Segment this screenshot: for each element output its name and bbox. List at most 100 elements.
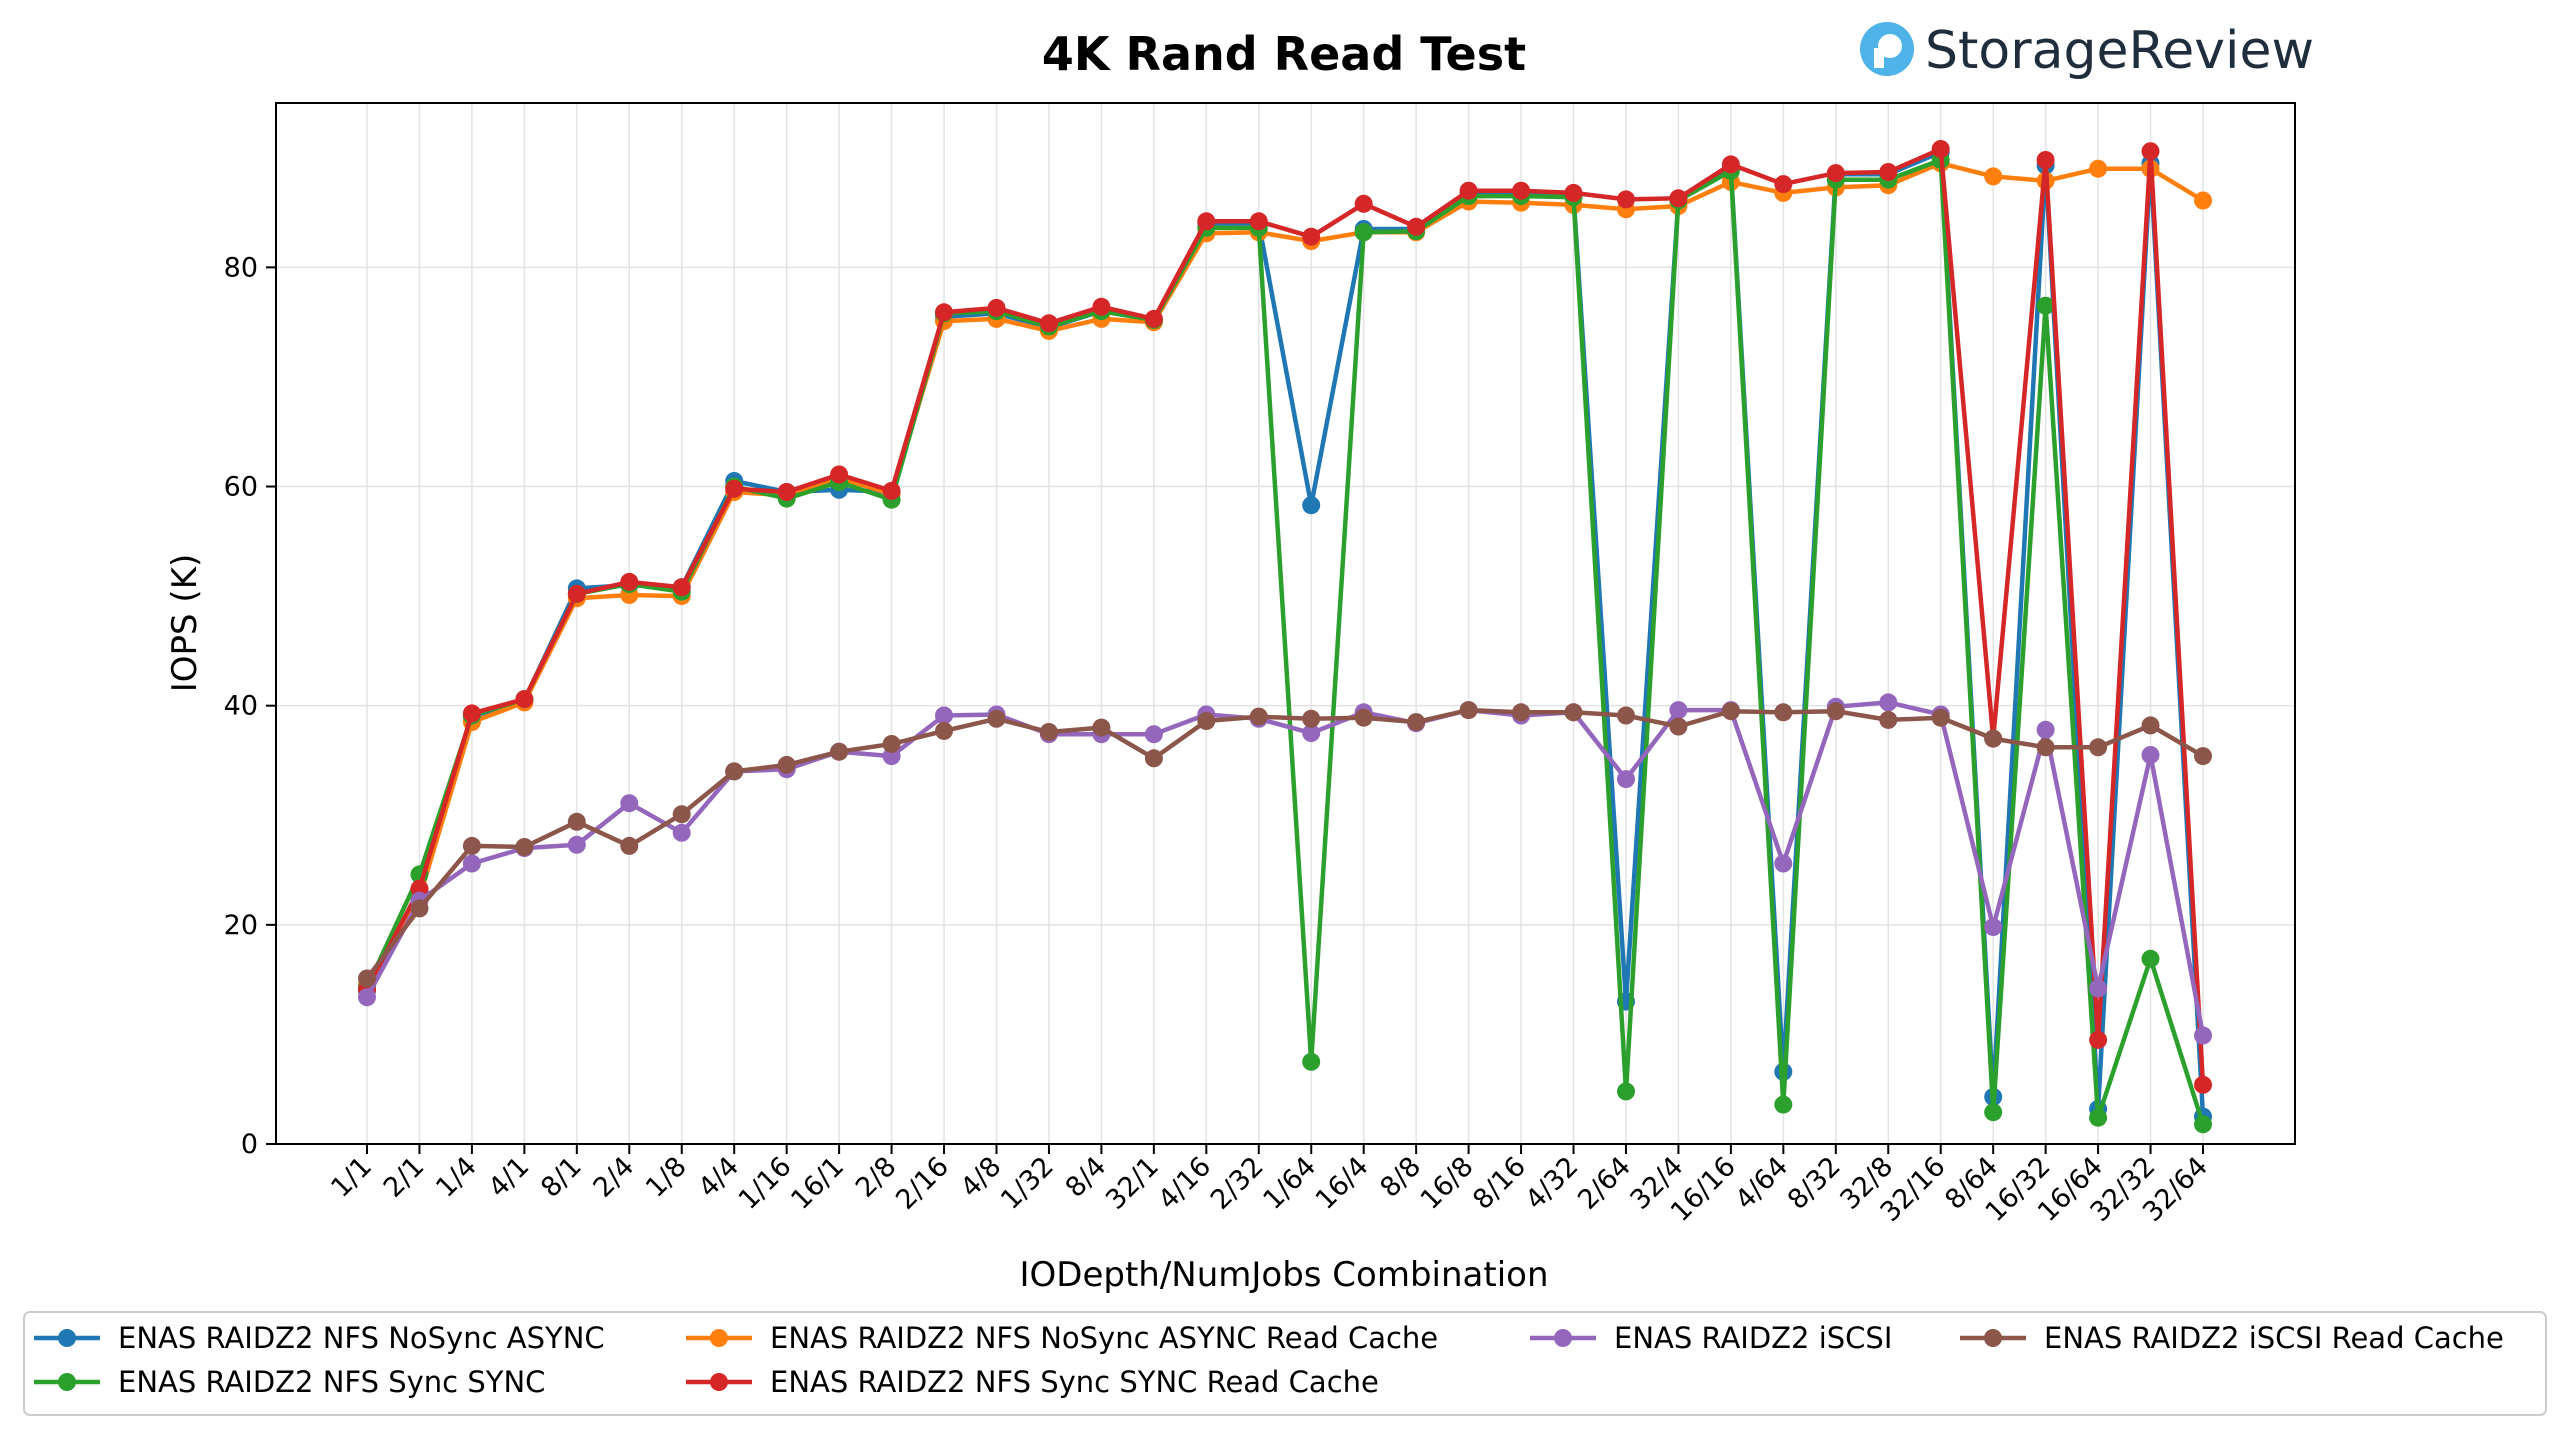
- storagereview-logo-icon: [1860, 22, 1914, 76]
- y-tick-label: 20: [224, 910, 258, 941]
- series-line: [365, 700, 2206, 1036]
- data-point: [1721, 702, 1740, 721]
- data-point: [1826, 702, 1845, 721]
- legend-item: ENAS RAIDZ2 NFS Sync SYNC: [34, 1365, 545, 1399]
- data-point: [567, 812, 586, 831]
- legend-marker: [1554, 1329, 1572, 1347]
- data-point: [1459, 181, 1478, 200]
- legend-label: ENAS RAIDZ2 NFS NoSync ASYNC Read Cache: [770, 1321, 1438, 1355]
- legend: ENAS RAIDZ2 NFS NoSync ASYNC ENAS RAIDZ2 …: [23, 1311, 2547, 1416]
- y-tick-label: 0: [241, 1129, 258, 1160]
- x-tick-label: 4/32: [1520, 1151, 1585, 1216]
- x-tick-label: 1/8: [640, 1151, 693, 1204]
- data-point: [1144, 309, 1163, 328]
- y-axis-label: IOPS (K): [165, 554, 205, 693]
- x-tick-label: 4/16: [1152, 1151, 1217, 1216]
- data-point: [830, 742, 849, 761]
- x-tick-label: 2/4: [588, 1151, 641, 1204]
- data-point: [1249, 212, 1268, 231]
- data-point: [1512, 703, 1531, 722]
- legend-marker: [710, 1329, 728, 1347]
- data-point: [2194, 191, 2212, 210]
- data-point: [1249, 707, 1268, 726]
- data-point: [1879, 710, 1898, 729]
- data-point: [935, 303, 953, 322]
- data-point: [1354, 708, 1373, 727]
- legend-marker: [58, 1373, 76, 1391]
- data-point: [1564, 183, 1583, 202]
- legend-label: ENAS RAIDZ2 NFS NoSync ASYNC: [118, 1321, 605, 1355]
- data-point: [2036, 720, 2055, 739]
- x-tick-label: 1/32: [995, 1151, 1060, 1216]
- series-4: [358, 140, 2212, 1094]
- data-point: [1721, 155, 1740, 174]
- data-point: [1774, 854, 1793, 873]
- data-point: [2036, 151, 2055, 169]
- data-point: [1302, 709, 1321, 728]
- data-point: [515, 690, 534, 709]
- x-tick-label: 1/16: [733, 1151, 798, 1216]
- data-point: [567, 584, 586, 603]
- data-point: [1407, 713, 1426, 732]
- plot-frame: [275, 102, 2296, 1145]
- data-point: [2194, 1026, 2212, 1045]
- legend-marker: [1984, 1329, 2002, 1347]
- data-point: [2141, 142, 2160, 161]
- data-point: [358, 988, 376, 1007]
- data-point: [2089, 159, 2108, 178]
- data-point: [725, 762, 744, 781]
- data-point: [882, 735, 901, 753]
- x-tick-label: 16/8: [1415, 1151, 1480, 1216]
- legend-label: ENAS RAIDZ2 NFS Sync SYNC Read Cache: [770, 1365, 1379, 1399]
- x-tick-label: 2/16: [890, 1151, 955, 1216]
- x-tick-label: 2/1: [378, 1151, 431, 1204]
- data-point: [1354, 223, 1373, 242]
- data-point: [1669, 717, 1688, 736]
- legend-label: ENAS RAIDZ2 iSCSI Read Cache: [2044, 1321, 2504, 1355]
- data-point: [1302, 724, 1321, 743]
- series-6: [358, 701, 2212, 988]
- data-point: [410, 899, 429, 918]
- legend-item: ENAS RAIDZ2 NFS NoSync ASYNC Read Cache: [686, 1321, 1438, 1355]
- series-line: [364, 157, 2206, 1125]
- y-tick-label: 60: [224, 472, 258, 503]
- data-point: [1774, 175, 1793, 194]
- data-point: [672, 823, 691, 842]
- legend-box: [23, 1311, 2547, 1416]
- legend-marker: [710, 1373, 728, 1391]
- data-point: [1302, 227, 1321, 246]
- data-point: [935, 721, 953, 740]
- data-point: [2194, 1075, 2212, 1094]
- data-point: [620, 572, 639, 591]
- data-point: [620, 836, 639, 855]
- data-point: [1879, 163, 1898, 181]
- data-point: [2194, 1115, 2212, 1134]
- data-point: [1039, 314, 1058, 333]
- data-point: [1774, 703, 1793, 722]
- data-point: [462, 854, 481, 873]
- x-tick-label: 1/1: [325, 1151, 378, 1204]
- data-point: [1617, 706, 1635, 725]
- y-axis: 0 20 40 60 80: [224, 252, 276, 1160]
- data-point: [882, 481, 901, 500]
- data-point: [1302, 496, 1321, 515]
- data-point: [462, 836, 481, 855]
- data-point: [1459, 701, 1478, 720]
- y-tick-label: 80: [224, 252, 258, 283]
- data-point: [2141, 746, 2160, 764]
- data-point: [1144, 725, 1163, 744]
- data-point: [1931, 140, 1950, 158]
- x-tick-label: 1/4: [430, 1151, 483, 1204]
- x-tick-label: 4/64: [1729, 1151, 1794, 1216]
- data-point: [358, 969, 376, 988]
- data-point: [2194, 747, 2212, 766]
- series-5: [358, 693, 2212, 1045]
- brand-name: StorageReview: [1925, 21, 2314, 81]
- x-tick-label: 8/32: [1782, 1151, 1847, 1216]
- data-point: [1039, 723, 1058, 741]
- data-point: [1617, 1082, 1635, 1101]
- series-layer: [358, 140, 2212, 1134]
- legend-marker: [58, 1329, 76, 1347]
- x-axis-label: IODepth/NumJobs Combination: [1019, 1255, 1548, 1295]
